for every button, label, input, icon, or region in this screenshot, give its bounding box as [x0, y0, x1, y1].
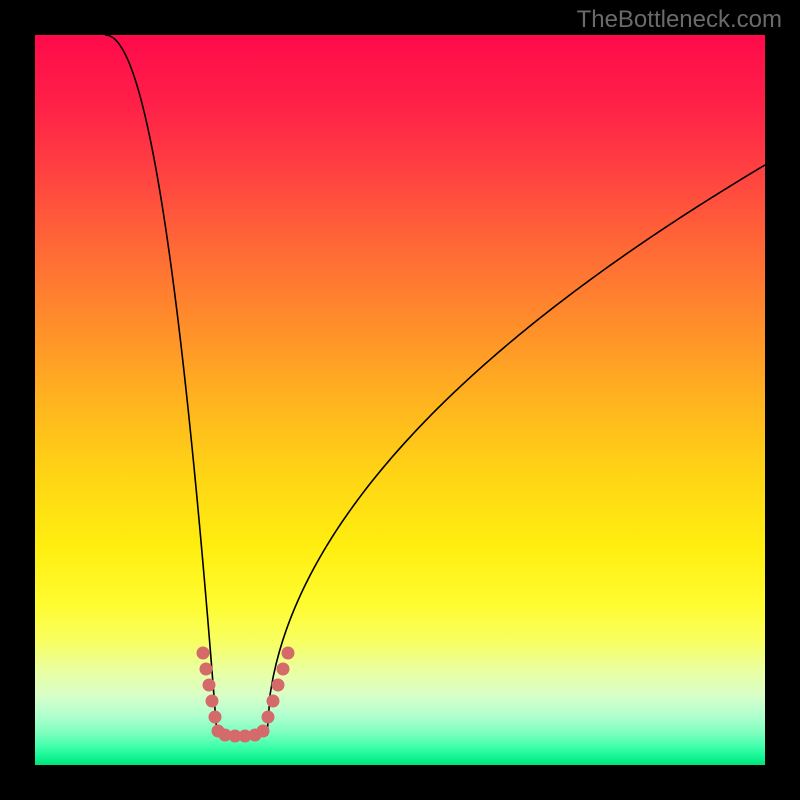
valley-dot [277, 663, 290, 676]
valley-dot [203, 679, 216, 692]
valley-dot [200, 663, 213, 676]
valley-dot [267, 695, 280, 708]
valley-dot [209, 711, 222, 724]
gradient-background [35, 35, 765, 765]
valley-dot [262, 711, 275, 724]
valley-dot [257, 725, 270, 738]
valley-dot [272, 679, 285, 692]
plot-area [35, 35, 765, 765]
watermark-label: TheBottleneck.com [577, 6, 782, 34]
valley-dot [197, 647, 210, 660]
chart-container: TheBottleneck.com [0, 0, 800, 800]
valley-dot [282, 647, 295, 660]
plot-svg [35, 35, 765, 765]
valley-dot [206, 695, 219, 708]
